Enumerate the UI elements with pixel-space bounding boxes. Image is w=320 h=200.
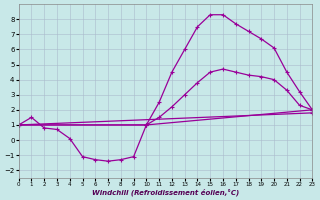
X-axis label: Windchill (Refroidissement éolien,°C): Windchill (Refroidissement éolien,°C)	[92, 188, 239, 196]
